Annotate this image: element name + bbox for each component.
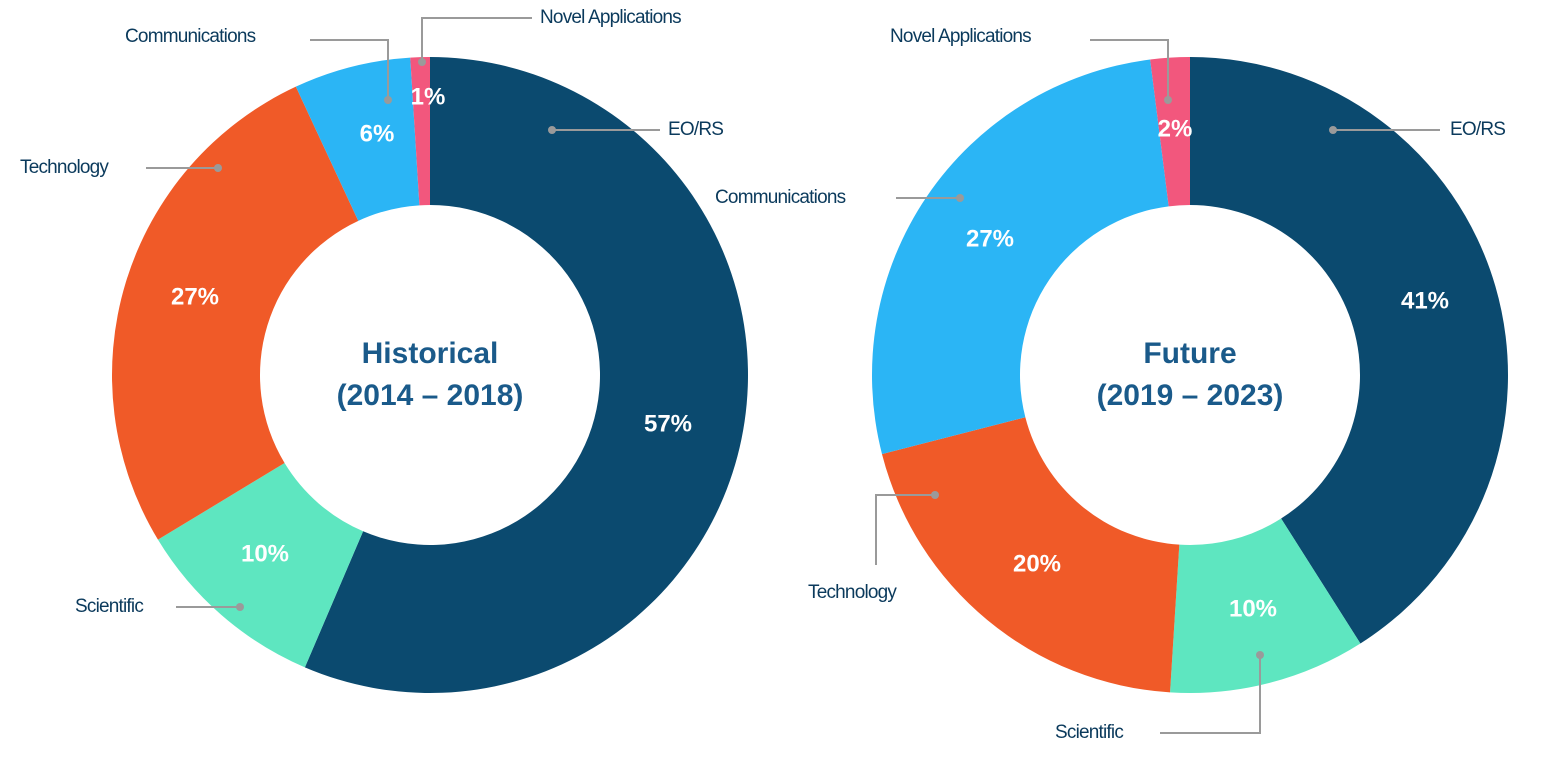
- value-label: 6%: [360, 120, 395, 147]
- leader-dot: [384, 96, 392, 104]
- value-label: 1%: [411, 83, 446, 110]
- category-label: EO/RS: [1450, 119, 1505, 140]
- leader-line: [875, 494, 935, 565]
- leader-dot: [931, 491, 939, 499]
- chart-subtitle: (2019 – 2023): [1097, 379, 1284, 412]
- leader-line: [1160, 655, 1261, 734]
- category-label: Scientific: [75, 596, 143, 617]
- category-label: EO/RS: [668, 119, 723, 140]
- value-label: 20%: [1013, 550, 1061, 577]
- leader-line: [421, 17, 532, 62]
- value-label: 41%: [1401, 287, 1449, 314]
- donut-segment: [112, 86, 359, 540]
- donut-segment: [157, 463, 364, 668]
- donut-segment: [304, 57, 748, 694]
- value-label: 27%: [966, 225, 1014, 252]
- value-label: 10%: [241, 540, 289, 567]
- chart-title: Future: [1143, 337, 1236, 370]
- leader-dot: [418, 58, 426, 66]
- category-label: Novel Applications: [540, 7, 681, 28]
- chart-title: Historical: [362, 337, 499, 370]
- leader-dot: [1164, 96, 1172, 104]
- value-label: 10%: [1229, 595, 1277, 622]
- chart-subtitle: (2014 – 2018): [337, 379, 524, 412]
- donut-segment: [872, 59, 1169, 455]
- value-label: 27%: [171, 283, 219, 310]
- value-label: 2%: [1158, 115, 1193, 142]
- category-label: Communications: [125, 26, 256, 47]
- donut-segment: [410, 57, 430, 206]
- donut-segment: [1170, 518, 1361, 693]
- leader-line: [310, 39, 389, 100]
- leader-dot: [956, 194, 964, 202]
- leader-dot: [214, 164, 222, 172]
- leader-dot: [548, 126, 556, 134]
- category-label: Scientific: [1055, 722, 1123, 743]
- donut-segment: [1150, 57, 1190, 207]
- leader-dot: [1256, 651, 1264, 659]
- value-label: 57%: [644, 410, 692, 437]
- leader-dot: [1329, 126, 1337, 134]
- category-label: Novel Applications: [890, 26, 1031, 47]
- donut-segment: [881, 417, 1180, 693]
- category-label: Communications: [715, 187, 846, 208]
- category-label: Technology: [20, 157, 109, 178]
- donut-segment: [1190, 57, 1508, 644]
- category-label: Technology: [808, 582, 897, 603]
- leader-dot: [236, 603, 244, 611]
- leader-line: [1090, 39, 1169, 100]
